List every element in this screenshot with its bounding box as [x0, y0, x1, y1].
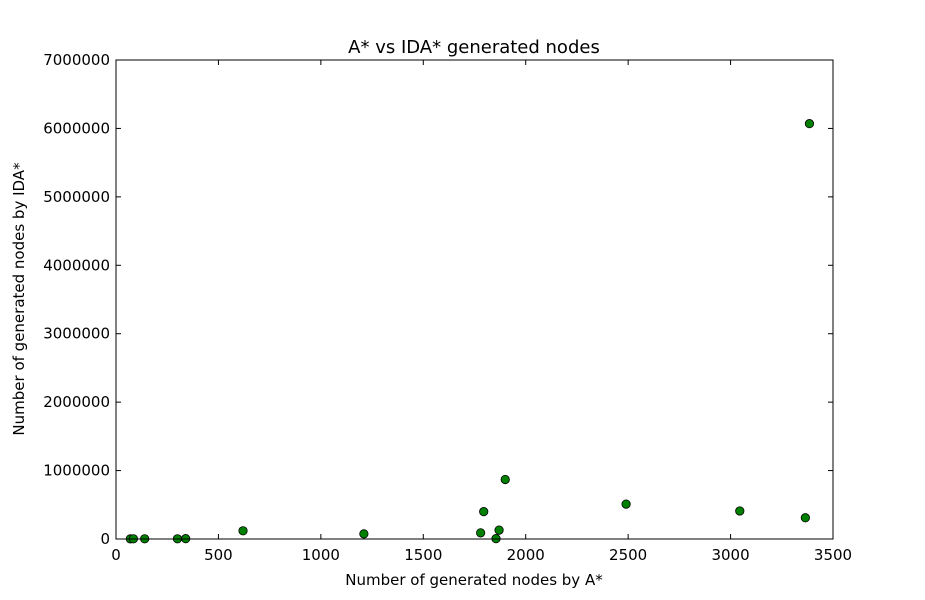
plot-area-frame — [115, 59, 834, 540]
x-tick-label: 0 — [111, 546, 121, 564]
x-tick-label: 3500 — [814, 546, 852, 564]
y-axis-label: Number of generated nodes by IDA* — [10, 162, 28, 436]
data-point — [494, 525, 504, 535]
data-point — [476, 528, 486, 538]
x-tick-label: 3000 — [711, 546, 749, 564]
data-points — [125, 119, 815, 544]
x-tick-label: 2500 — [609, 546, 647, 564]
data-point — [804, 119, 815, 129]
data-point — [500, 474, 510, 485]
y-tick-label: 7000000 — [43, 51, 110, 69]
x-tick-label: 1500 — [404, 546, 442, 564]
data-point — [479, 507, 489, 517]
y-tick-label: 3000000 — [43, 325, 110, 343]
y-tick-label: 0 — [100, 530, 110, 548]
x-axis-ticks: 0 500 1000 1500 2000 2500 3000 3500 — [111, 60, 852, 564]
x-tick-label: 500 — [204, 546, 233, 564]
y-tick-label: 6000000 — [43, 119, 110, 137]
data-point — [800, 513, 810, 523]
x-tick-label: 2000 — [507, 546, 545, 564]
chart-title: A* vs IDA* generated nodes — [348, 37, 600, 58]
data-point — [359, 529, 369, 539]
x-axis-label: Number of generated nodes by A* — [345, 571, 603, 589]
data-point — [735, 506, 745, 516]
y-tick-label: 1000000 — [43, 462, 110, 480]
data-point — [621, 499, 631, 509]
y-axis-ticks: 0 1000000 2000000 3000000 4000000 5000000 6000… — [43, 51, 833, 548]
y-tick-label: 5000000 — [43, 188, 110, 206]
data-point — [238, 526, 248, 536]
y-tick-label: 4000000 — [43, 256, 110, 274]
x-tick-label: 1000 — [302, 546, 340, 564]
y-tick-label: 2000000 — [43, 393, 110, 411]
